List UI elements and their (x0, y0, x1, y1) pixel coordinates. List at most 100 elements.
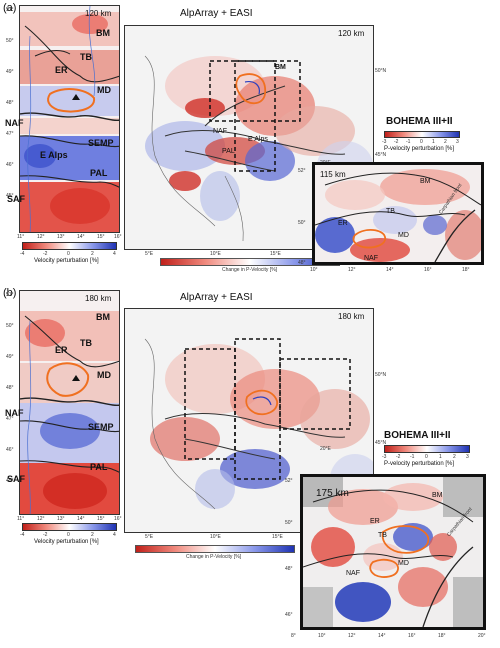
map-label: E Alps (40, 150, 68, 160)
right-lon-tick: 20° (478, 633, 486, 639)
map-label: SAF (7, 194, 25, 204)
map-label: BM (432, 492, 443, 499)
center-lon-tick: 20°E (320, 446, 331, 452)
panel-b-left-map (19, 290, 120, 515)
right-lon-tick: 10° (318, 633, 326, 639)
panel-a-left-lon-tick: 14° (77, 234, 85, 240)
colorbar-tick: -4 (20, 251, 25, 257)
right-lon-tick: 16° (424, 267, 432, 273)
map-label: PAL (90, 462, 108, 472)
panel-a-left-colorbar (22, 242, 117, 250)
panel-a-center-depth: 120 km (338, 29, 365, 38)
center-lat-tick: 45°N (375, 440, 387, 446)
panel-a-left-map (19, 5, 120, 233)
panel-a-left-depth: 120 km (85, 9, 112, 18)
map-label: SEMP (88, 138, 114, 148)
right-lon-tick: 18° (462, 267, 470, 273)
panel-b-left-lat-tick: 50° (6, 323, 14, 329)
panel-b-center-depth: 180 km (338, 312, 365, 321)
colorbar-caption: Change in P-Velocity [%] (222, 267, 278, 273)
panel-b-left-depth: 180 km (85, 294, 112, 303)
panel-a-left-lat-tick: 47° (6, 131, 14, 137)
colorbar-tick: 2 (453, 454, 456, 460)
panel-a-title: AlpArray + EASI (180, 8, 253, 19)
panel-b-letter: (b) (3, 287, 17, 299)
colorbar-tick: 1 (432, 139, 435, 145)
colorbar-tick: -2 (394, 139, 399, 145)
colorbar-tick: 4 (113, 532, 116, 538)
colorbar-tick: 1 (439, 454, 442, 460)
panel-a-center-map (124, 25, 374, 250)
map-label: TB (80, 52, 92, 62)
colorbar-tick: -3 (382, 139, 387, 145)
map-label: NAF (346, 570, 360, 577)
map-label: TB (386, 208, 395, 215)
right-lon-tick: 18° (438, 633, 446, 639)
panel-a-letter: (a) (3, 2, 17, 14)
map-label: MD (398, 560, 409, 567)
panel-a-left-lat-tick: 50° (6, 38, 14, 44)
colorbar-tick: 4 (113, 251, 116, 257)
panel-a-left-lon-tick: 11° (17, 234, 25, 240)
right-lat-tick: 48° (285, 566, 293, 572)
panel-a-right-depth: 115 km (320, 170, 346, 179)
panel-a-left-lon-tick: 12° (37, 234, 45, 240)
panel-a-left-lon-tick: 13° (57, 234, 65, 240)
map-label: ER (55, 65, 68, 75)
right-lon-tick: 14° (378, 633, 386, 639)
right-lat-tick: 52° (285, 478, 293, 484)
colorbar-caption: Velocity perturbation [%] (34, 539, 99, 545)
colorbar-tick: 0 (425, 454, 428, 460)
map-label: MD (97, 370, 111, 380)
right-lon-tick: 14° (386, 267, 394, 273)
panel-b-right-map (300, 474, 486, 630)
right-lon-tick: 16° (408, 633, 416, 639)
colorbar-caption: Velocity perturbation [%] (34, 258, 99, 264)
map-label: NAF (364, 255, 378, 262)
panel-b-left-lat-tick: 49° (6, 354, 14, 360)
colorbar-tick: -2 (43, 251, 48, 257)
colorbar-tick: 2 (444, 139, 447, 145)
colorbar-tick: -1 (406, 139, 411, 145)
panel-b-bohema-title: BOHEMA III+II (384, 430, 451, 441)
panel-b-title: AlpArray + EASI (180, 292, 253, 303)
panel-a-right-map (312, 162, 484, 265)
panel-b-left-lat-tick: 48° (6, 385, 14, 391)
map-label: ER (338, 220, 348, 227)
right-lat-tick: 46° (285, 612, 293, 618)
center-lat-tick: 50°N (375, 68, 387, 74)
panel-a-left-lat-tick: 46° (6, 162, 14, 168)
colorbar-caption: Change in P-Velocity [%] (186, 554, 242, 560)
colorbar-tick: 2 (91, 251, 94, 257)
panel-b-bohema-colorbar (384, 445, 470, 453)
map-label: ER (55, 345, 68, 355)
panel-a-left-lat-tick: 51° (6, 7, 14, 13)
map-label: E Alps (248, 136, 268, 143)
map-label: MD (97, 85, 111, 95)
colorbar-tick: -3 (382, 454, 387, 460)
center-lat-tick: 45°N (375, 152, 387, 158)
panel-b-right-depth: 175 km (316, 488, 349, 499)
map-label: TB (378, 532, 387, 539)
right-lat-tick: 50° (285, 520, 293, 526)
center-lon-tick: 5°E (145, 251, 154, 257)
panel-a-bohema-colorbar (384, 131, 460, 138)
panel-b-center-colorbar (135, 545, 295, 553)
panel-a-left-lon-tick: 16° (114, 234, 122, 240)
panel-b-left-lon-tick: 14° (77, 516, 85, 522)
right-lat-tick: 52° (298, 168, 306, 174)
right-lon-tick: 12° (348, 267, 356, 273)
map-label: ER (370, 518, 380, 525)
colorbar-tick: 0 (67, 251, 70, 257)
panel-b-left-lat-tick: 47° (6, 416, 14, 422)
map-label: BM (96, 28, 110, 38)
colorbar-caption: P-velocity perturbation [%] (384, 146, 455, 152)
panel-a-left-lon-tick: 15° (97, 234, 105, 240)
panel-b-left-lon-tick: 11° (17, 516, 25, 522)
panel-b-left-lat-tick: 46° (6, 447, 14, 453)
center-lon-tick: 15°E (272, 534, 283, 540)
colorbar-tick: -4 (20, 532, 25, 538)
center-lon-tick: 15°E (270, 251, 281, 257)
map-label: PAL (90, 168, 108, 178)
center-lon-tick: 10°E (210, 534, 221, 540)
